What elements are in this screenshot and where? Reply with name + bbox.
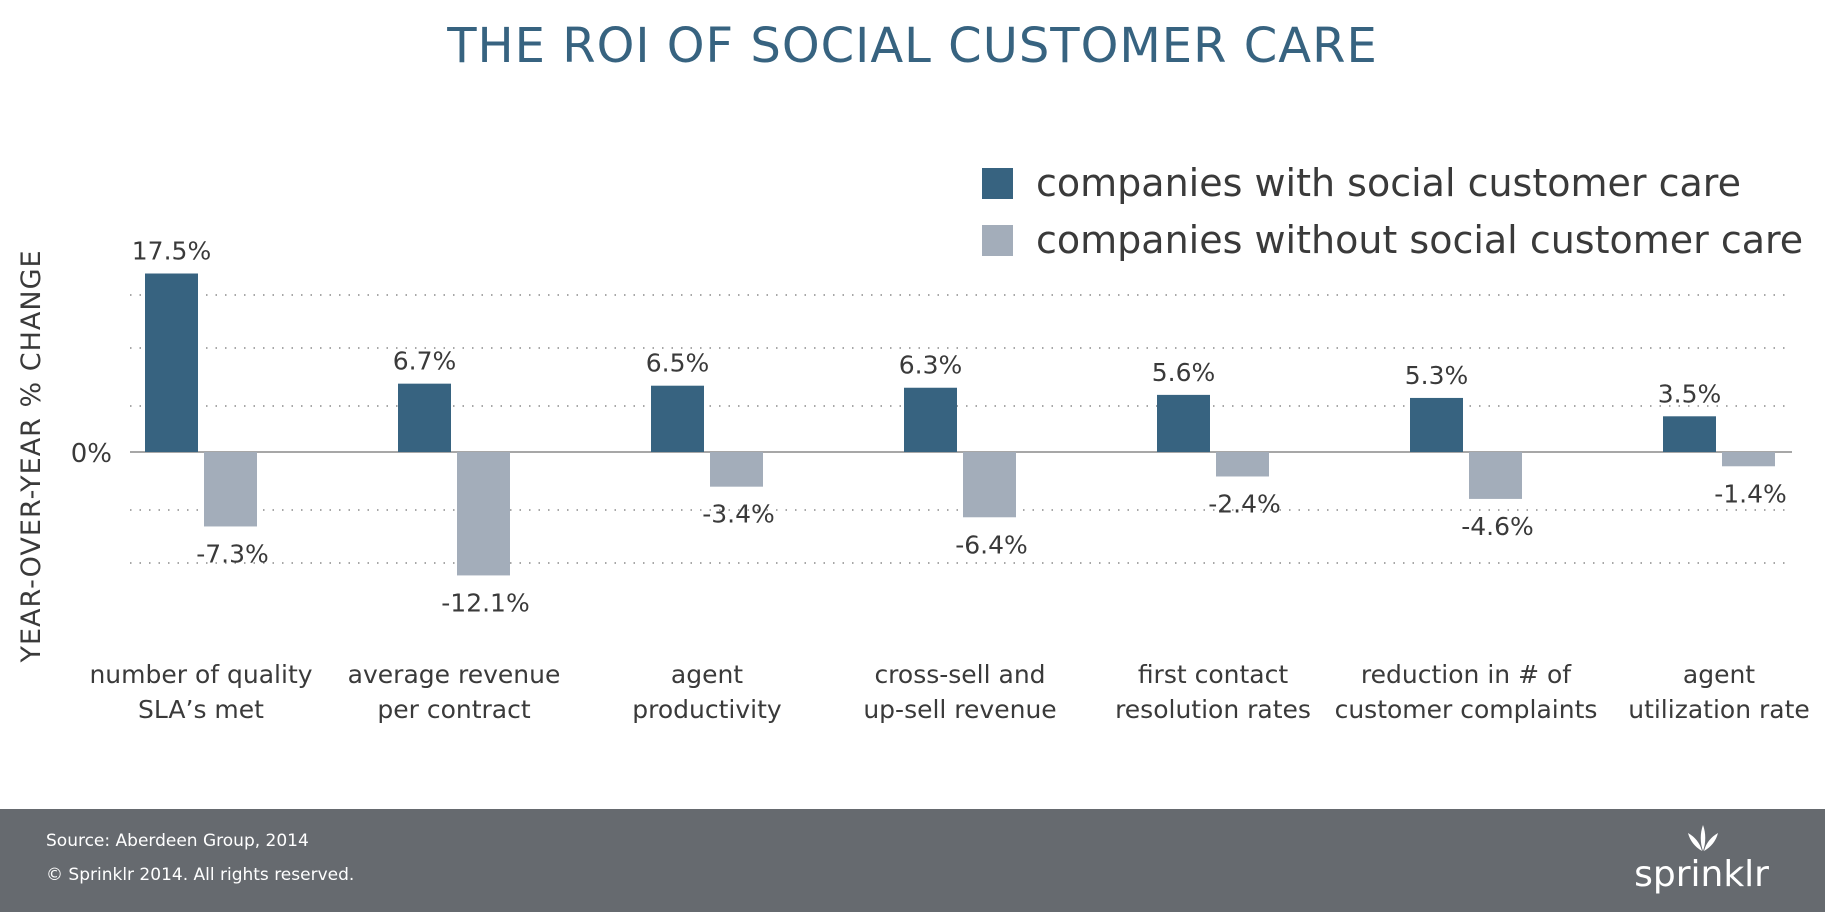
bar xyxy=(1216,452,1269,477)
category-label: customer complaints xyxy=(1335,695,1598,724)
footer: Source: Aberdeen Group, 2014 © Sprinklr … xyxy=(0,809,1825,912)
category-label: utilization rate xyxy=(1628,695,1810,724)
value-label: 17.5% xyxy=(132,237,211,266)
bars xyxy=(145,273,1775,576)
brand-wordmark: sprinklr xyxy=(1634,854,1769,895)
legend-label-with: companies with social customer care xyxy=(1036,161,1741,205)
bar xyxy=(398,383,451,452)
bar xyxy=(1722,452,1775,467)
copyright-note: © Sprinklr 2014. All rights reserved. xyxy=(46,865,355,885)
bar xyxy=(1469,452,1522,499)
bar xyxy=(1663,416,1716,452)
sprinklr-logo: sprinklr xyxy=(1634,823,1769,903)
legend-swatch-with xyxy=(982,167,1013,199)
bar xyxy=(1157,394,1210,452)
bar xyxy=(457,452,510,576)
chart-title: THE ROI OF SOCIAL CUSTOMER CARE xyxy=(447,18,1378,74)
bar xyxy=(145,273,198,452)
value-label: 6.3% xyxy=(899,351,963,380)
value-label: 5.3% xyxy=(1405,361,1469,390)
category-label: productivity xyxy=(632,695,782,724)
legend-item-with: companies with social customer care xyxy=(982,161,1741,205)
category-label: resolution rates xyxy=(1115,695,1311,724)
value-label: 5.6% xyxy=(1152,358,1216,387)
category-labels: number of quality SLA’s met average revenu… xyxy=(89,660,1809,724)
value-labels: 17.5% -7.3% 6.7% -12.1% 6.5% -3.4% 6.3% -6.4% 5.… xyxy=(132,237,1787,618)
value-label: 6.7% xyxy=(393,347,457,376)
bar xyxy=(963,452,1016,518)
value-label: -1.4% xyxy=(1714,479,1787,508)
y-axis-label: YEAR-OVER-YEAR % CHANGE xyxy=(16,249,47,663)
legend-swatch-without xyxy=(982,224,1013,256)
value-label: -3.4% xyxy=(702,500,775,529)
bar xyxy=(204,452,257,527)
category-label: agent xyxy=(1683,660,1755,689)
category-label: agent xyxy=(671,660,743,689)
category-label: cross-sell and xyxy=(874,660,1045,689)
category-label: average revenue xyxy=(348,660,561,689)
sprinklr-logo-icon xyxy=(1688,825,1718,851)
value-label: 3.5% xyxy=(1658,379,1722,408)
category-label: number of quality xyxy=(89,660,312,689)
legend-label-without: companies without social customer care xyxy=(1036,218,1804,262)
value-label: -6.4% xyxy=(955,530,1028,559)
grid-lines xyxy=(130,294,1792,564)
value-label: -2.4% xyxy=(1208,489,1281,518)
bar xyxy=(710,452,763,487)
category-label: SLA’s met xyxy=(138,695,264,724)
category-label: per contract xyxy=(377,695,531,724)
category-label: first contact xyxy=(1138,660,1289,689)
value-label: -7.3% xyxy=(196,539,269,568)
value-label: -12.1% xyxy=(441,588,529,617)
legend-item-without: companies without social customer care xyxy=(982,218,1803,262)
bar-chart: 0% YEAR-OVER-YEAR % CHANGE 17.5% -7.3% 6.7… xyxy=(16,237,1810,725)
bar xyxy=(1410,397,1463,452)
value-label: 6.5% xyxy=(646,349,710,378)
value-label: -4.6% xyxy=(1461,512,1534,541)
source-note: Source: Aberdeen Group, 2014 xyxy=(46,831,309,851)
bar xyxy=(651,385,704,452)
category-label: up-sell revenue xyxy=(863,695,1056,724)
zero-tick-label: 0% xyxy=(71,439,112,469)
bar xyxy=(904,387,957,452)
category-label: reduction in # of xyxy=(1361,660,1572,689)
